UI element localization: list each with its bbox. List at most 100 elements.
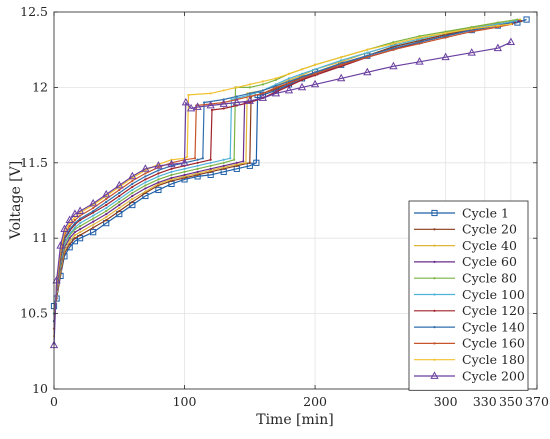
series-line [53, 18, 518, 314]
data-point [287, 81, 291, 84]
data-point [196, 173, 199, 176]
data-point [65, 215, 74, 224]
data-point [141, 164, 150, 172]
legend-label: Cycle 60 [462, 254, 517, 269]
x-tick-label: 100 [173, 394, 197, 409]
data-point [157, 178, 160, 181]
data-point [68, 225, 71, 228]
data-point [366, 51, 369, 54]
series-6 [52, 19, 518, 315]
data-point [118, 203, 121, 207]
data-point [222, 89, 225, 92]
data-point [144, 172, 147, 175]
data-point [118, 194, 121, 198]
legend-swatch-marker [433, 342, 436, 345]
data-point [209, 158, 212, 161]
data-point [170, 176, 173, 179]
data-point [418, 35, 421, 38]
data-point [297, 82, 307, 91]
data-point [105, 203, 108, 207]
data-point [155, 186, 162, 194]
data-point [235, 86, 238, 89]
data-point [274, 78, 278, 81]
data-point [196, 164, 199, 167]
data-point [92, 214, 95, 217]
x-tick-label: 330 [473, 394, 497, 409]
legend-swatch-marker [433, 260, 436, 263]
data-point [284, 85, 294, 94]
data-point [79, 222, 82, 225]
data-point [118, 206, 121, 210]
legend-label: Cycle 140 [462, 319, 525, 334]
data-point [60, 224, 69, 233]
data-point [131, 194, 134, 198]
data-point [73, 226, 76, 229]
legend-label: Cycle 200 [462, 368, 525, 383]
x-tick-label: 0 [50, 394, 58, 409]
x-tick-label: 300 [434, 394, 458, 409]
legend-label: Cycle 180 [462, 352, 525, 367]
data-point [118, 197, 121, 201]
data-point [496, 24, 499, 27]
data-point [248, 83, 251, 86]
data-point [300, 68, 304, 71]
data-point [131, 191, 134, 195]
legend-item: Cycle 100 [414, 287, 525, 302]
series-line [53, 22, 514, 322]
legend-label: Cycle 100 [462, 287, 525, 302]
data-point [444, 33, 447, 36]
data-point [313, 71, 317, 74]
data-point [157, 169, 160, 172]
data-point [209, 161, 212, 164]
data-point [209, 164, 212, 167]
data-point [392, 42, 395, 45]
data-point [92, 206, 95, 210]
data-point [203, 101, 206, 104]
data-point [313, 63, 317, 66]
data-point [201, 157, 204, 160]
data-point [170, 170, 173, 173]
data-point [131, 185, 134, 189]
data-point [187, 93, 190, 97]
data-point [493, 43, 502, 52]
data-point [366, 54, 369, 57]
data-point [105, 209, 108, 213]
data-point [248, 86, 251, 89]
data-point [183, 175, 186, 178]
data-point [518, 18, 522, 21]
data-point [261, 80, 264, 83]
data-point [444, 30, 447, 33]
data-point [467, 48, 476, 56]
data-point [310, 79, 320, 88]
data-point [271, 88, 281, 97]
data-point [340, 63, 343, 66]
data-point [222, 166, 225, 169]
data-point [115, 180, 124, 189]
axis-ticks: 0 100 200 300 330 350 370 10 10.5 11 11.5 12 12.5 [20, 4, 549, 409]
data-point [392, 45, 395, 48]
data-point [79, 228, 82, 231]
data-point [105, 200, 108, 204]
data-point [496, 25, 499, 29]
data-point [516, 18, 519, 21]
data-point [79, 225, 82, 228]
data-point [517, 19, 520, 23]
data-point [131, 197, 134, 201]
data-point [470, 30, 473, 33]
y-tick-label: 12 [32, 79, 48, 94]
data-point [92, 223, 95, 226]
data-point [209, 170, 212, 173]
data-point [515, 19, 518, 23]
series-layer [49, 16, 530, 349]
legend-label: Cycle 1 [462, 205, 509, 220]
data-point [496, 22, 499, 26]
data-point [170, 167, 173, 170]
data-point [68, 243, 71, 246]
data-point [512, 21, 515, 24]
data-point [186, 103, 196, 112]
data-point [287, 72, 291, 75]
data-point [157, 182, 160, 186]
data-point [68, 237, 71, 240]
data-point [470, 25, 473, 29]
